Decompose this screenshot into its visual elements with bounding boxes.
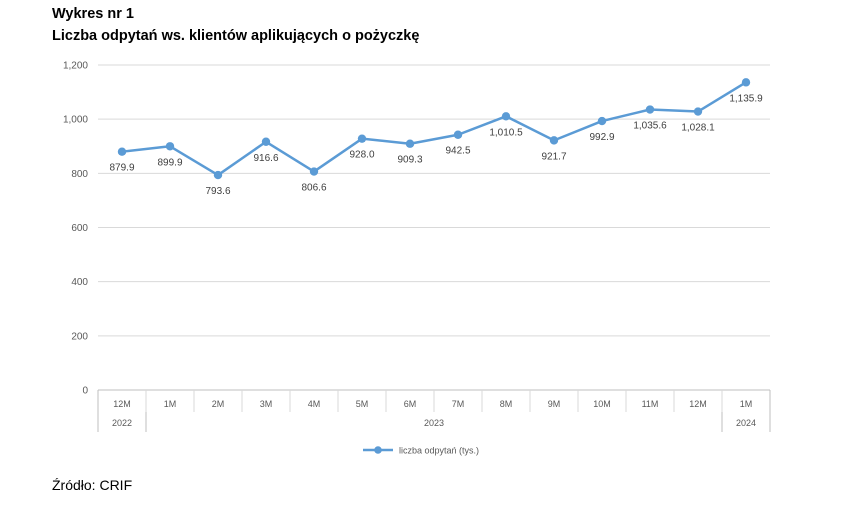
source-note: Źródło: CRIF [52,477,133,493]
x-tick-label: 9M [548,399,561,409]
x-tick-label: 7M [452,399,465,409]
year-label: 2024 [736,418,756,428]
data-point [213,170,223,180]
data-label: 921.7 [541,151,566,162]
legend-label: liczba odpytań (tys.) [399,446,479,456]
data-label: 992.9 [589,132,614,143]
x-tick-label: 11M [642,399,659,409]
y-tick-label: 0 [82,386,88,397]
legend-marker [374,446,382,454]
data-point [309,167,319,176]
data-label: 1,028.1 [681,123,715,134]
y-tick-label: 800 [71,169,88,180]
series-line [121,81,747,177]
x-tick-label: 12M [689,399,707,409]
y-tick-label: 200 [71,331,88,342]
x-tick-label: 1M [740,399,753,409]
x-tick-label: 6M [404,399,417,409]
chart-subtitle: Liczba odpytań ws. klientów aplikujących… [52,28,420,44]
x-tick-label: 4M [308,399,321,409]
data-point [597,116,607,126]
line-chart: 0 200 400 600 800 1,000 1,200 2022 2023 2024 12M 1M… [63,61,771,456]
x-tick-label: 8M [500,399,513,409]
data-point [117,147,127,156]
chart-title: Wykres nr 1 [52,6,134,22]
data-label: 1,010.5 [489,127,523,138]
data-point [453,130,463,139]
data-point [405,139,415,148]
y-tick-label: 400 [71,277,88,288]
year-label: 2023 [424,418,444,428]
y-tick-label: 600 [71,223,88,234]
x-tick-label: 1M [164,399,177,409]
y-tick-label: 1,000 [63,115,88,126]
data-label: 916.6 [253,153,278,164]
data-label: 1,035.6 [633,121,667,132]
x-tick-label: 12M [113,399,131,409]
year-label: 2022 [112,418,132,428]
data-label: 942.5 [445,146,470,157]
data-label: 1,135.9 [729,93,763,104]
x-tick-label: 10M [593,399,611,409]
data-point [693,107,703,116]
x-tick-label: 5M [356,399,369,409]
data-label: 793.6 [205,186,230,197]
data-label: 806.6 [301,183,326,194]
data-point [549,136,559,145]
x-tick-label: 2M [212,399,225,409]
data-label: 909.3 [397,155,422,166]
data-point [165,142,175,151]
data-label: 879.9 [109,163,134,174]
x-tick-label: 3M [260,399,273,409]
data-point [261,137,271,146]
data-label: 928.0 [349,150,374,161]
data-point [645,105,655,114]
data-label: 899.9 [157,157,182,168]
y-tick-label: 1,200 [63,61,88,72]
data-point [501,112,511,121]
data-point [741,78,751,87]
data-point [357,134,367,143]
